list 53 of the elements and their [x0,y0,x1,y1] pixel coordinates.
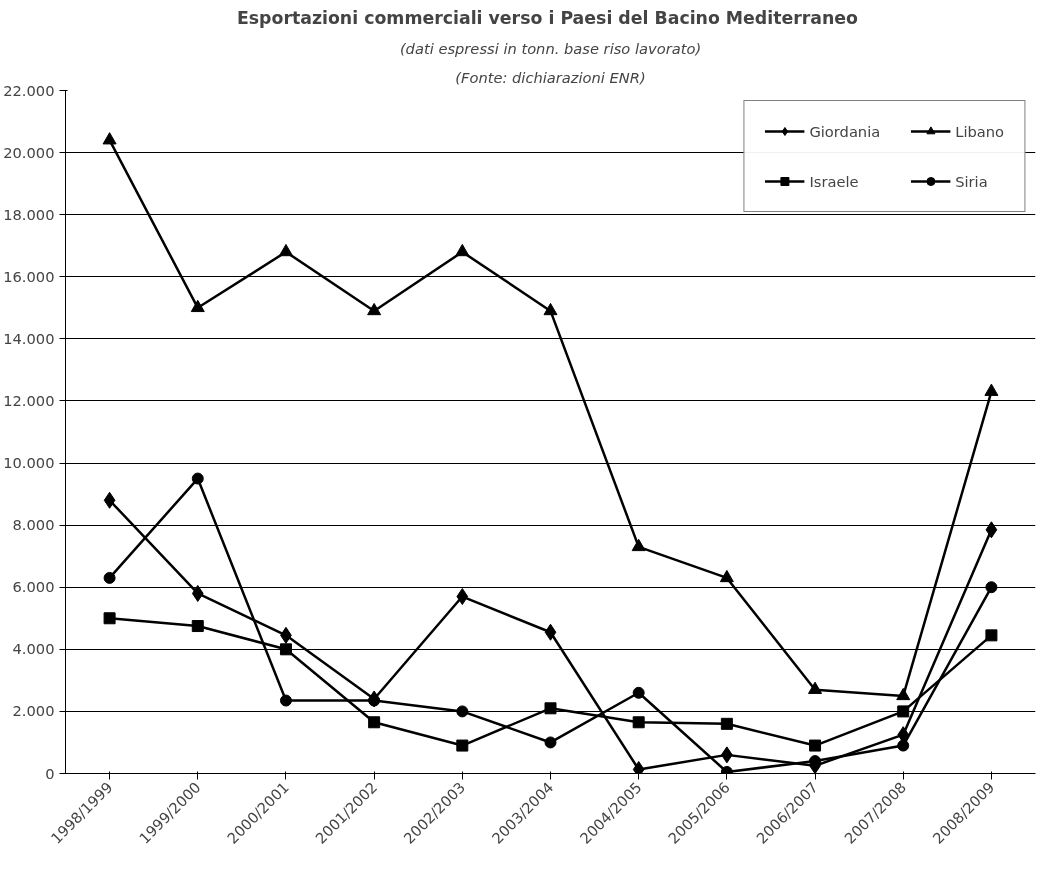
legend-label: Siria [955,172,988,190]
point [719,569,734,583]
point [897,739,910,752]
point [191,584,204,602]
point [544,736,557,749]
y-tick-label: 10.000 [3,454,55,472]
y-tick-label: 2.000 [12,702,55,720]
legend-label: Israele [809,172,859,190]
point [720,717,733,730]
legend-label: Libano [955,122,1004,140]
point [809,739,822,752]
chart-subtitle: (dati espressi in tonn. base riso lavorato) [399,39,702,57]
point [984,383,999,396]
point [543,302,558,316]
y-tick-label: 18.000 [3,205,55,223]
point [190,299,205,313]
point [103,612,116,625]
point [368,716,381,729]
point [278,243,293,257]
y-tick-label: 0 [45,764,55,782]
y-tick-label: 22.000 [3,81,55,99]
point [631,538,646,552]
y-tick-label: 6.000 [12,578,55,596]
y-tick-label: 20.000 [3,143,55,161]
legend-label: Giordania [809,122,881,140]
point [985,629,998,642]
point [279,643,292,656]
point [279,694,292,707]
point [455,243,470,257]
y-tick-label: 12.000 [3,391,55,409]
point [985,521,998,539]
y-tick-label: 14.000 [3,329,55,347]
point [896,687,911,701]
point [456,588,469,606]
point [632,686,645,699]
point [544,623,557,641]
point [191,620,204,633]
y-tick-label: 4.000 [12,640,55,658]
point [456,739,469,752]
y-tick-label: 8.000 [12,516,55,534]
point [632,716,645,729]
point [102,132,117,145]
point [544,702,557,715]
text: (Fonte: dichiarazioni ENR) [455,68,646,86]
point [456,705,469,718]
y-tick-label: 16.000 [3,267,55,285]
point [897,705,910,718]
point [191,472,204,485]
point [103,491,116,509]
point [985,581,998,594]
chart-title: Esportazioni commerciali verso i Paesi del Bacino Mediterraneo [236,7,859,28]
point [367,302,382,316]
point [103,571,116,584]
